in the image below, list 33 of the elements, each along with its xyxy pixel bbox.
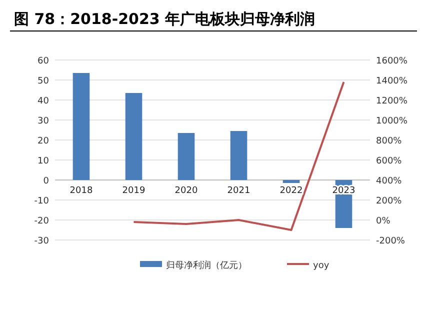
x-tick-label: 2018 (70, 186, 93, 196)
y-tick-label: 30 (38, 116, 50, 126)
y-tick-label: 10 (38, 156, 50, 166)
x-tick-label: 2021 (227, 186, 250, 196)
y-tick-label: -10 (34, 196, 50, 206)
y2-tick-label: -200% (376, 236, 406, 246)
bar (72, 73, 90, 180)
y-tick-label: 40 (38, 96, 50, 106)
y-tick-label: -30 (34, 236, 50, 246)
chart-title: 图 78：2018-2023 年广电板块归母净利润 (14, 10, 316, 28)
y2-tick-label: 1600% (376, 56, 408, 66)
y-tick-label: -20 (34, 216, 50, 226)
y2-tick-label: 1200% (376, 96, 408, 106)
bar (178, 133, 195, 180)
legend-label: 归母净利润（亿元） (166, 260, 247, 271)
y2-tick-label: 600% (376, 156, 402, 166)
y-tick-label: 20 (38, 136, 50, 146)
y2-tick-label: 200% (376, 196, 402, 206)
x-tick-label: 2022 (280, 186, 303, 196)
y-tick-label: 60 (38, 56, 50, 66)
x-tick-label: 2019 (122, 186, 146, 196)
y2-tick-label: 800% (376, 136, 402, 146)
y2-tick-label: 400% (376, 176, 402, 186)
y-tick-label: 0 (43, 176, 50, 186)
x-tick-label: 2020 (174, 186, 198, 196)
bar (230, 131, 248, 180)
y2-tick-label: 1400% (376, 76, 408, 86)
y2-tick-label: 1000% (376, 116, 408, 126)
bar (125, 93, 142, 180)
bar (282, 180, 300, 183)
y2-tick-label: 0% (376, 216, 391, 226)
y-tick-label: 50 (38, 76, 50, 86)
legend-label: yoy (313, 261, 330, 271)
